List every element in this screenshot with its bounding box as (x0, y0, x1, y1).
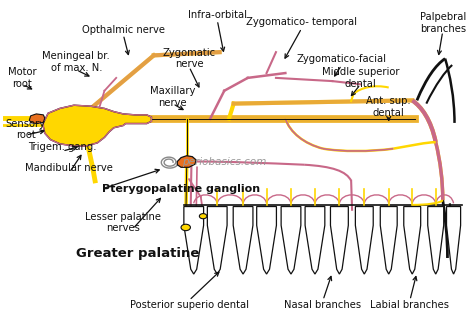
Polygon shape (447, 206, 461, 274)
Polygon shape (428, 206, 444, 274)
Polygon shape (184, 206, 204, 274)
Text: Trigem. gang.: Trigem. gang. (28, 142, 96, 152)
Text: Posterior superio dental: Posterior superio dental (129, 300, 248, 310)
Polygon shape (207, 206, 227, 274)
Polygon shape (380, 206, 397, 274)
Text: Meningeal br.
of max. N.: Meningeal br. of max. N. (42, 51, 110, 73)
Polygon shape (43, 105, 151, 146)
Text: Ant. sup.
dental: Ant. sup. dental (366, 96, 411, 118)
Circle shape (200, 214, 207, 219)
Polygon shape (233, 206, 253, 274)
Text: Zygomatic
nerve: Zygomatic nerve (163, 48, 216, 69)
Text: Maxillary
nerve: Maxillary nerve (150, 86, 195, 108)
Text: Zygomatico- temporal: Zygomatico- temporal (246, 16, 357, 26)
Polygon shape (404, 206, 421, 274)
Text: periobasics.com: periobasics.com (182, 157, 266, 166)
Text: Zygomatico-facial: Zygomatico-facial (297, 54, 387, 64)
Polygon shape (356, 206, 373, 274)
Text: Infra-orbital: Infra-orbital (188, 10, 247, 20)
Polygon shape (29, 114, 45, 124)
Text: Sensory
root: Sensory root (6, 119, 46, 140)
Polygon shape (257, 206, 276, 274)
Text: Labial branches: Labial branches (370, 300, 449, 310)
Text: Lesser palatine
nerves: Lesser palatine nerves (85, 212, 161, 234)
Polygon shape (177, 156, 196, 167)
Text: Nasal branches: Nasal branches (284, 300, 362, 310)
Text: Motor
root: Motor root (8, 67, 36, 89)
Text: Greater palatine: Greater palatine (76, 247, 200, 260)
Polygon shape (305, 206, 325, 274)
Polygon shape (281, 206, 301, 274)
Text: Middle superior
dental: Middle superior dental (322, 67, 399, 89)
Text: Palpebral
branches: Palpebral branches (419, 12, 466, 34)
Text: Mandibular nerve: Mandibular nerve (25, 163, 113, 173)
Circle shape (181, 224, 191, 231)
Text: Pterygopalatine ganglion: Pterygopalatine ganglion (102, 184, 260, 194)
Polygon shape (330, 206, 348, 274)
Text: Opthalmic nerve: Opthalmic nerve (82, 25, 165, 35)
